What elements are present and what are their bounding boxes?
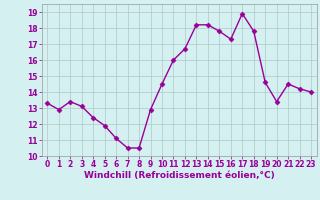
X-axis label: Windchill (Refroidissement éolien,°C): Windchill (Refroidissement éolien,°C) xyxy=(84,171,275,180)
